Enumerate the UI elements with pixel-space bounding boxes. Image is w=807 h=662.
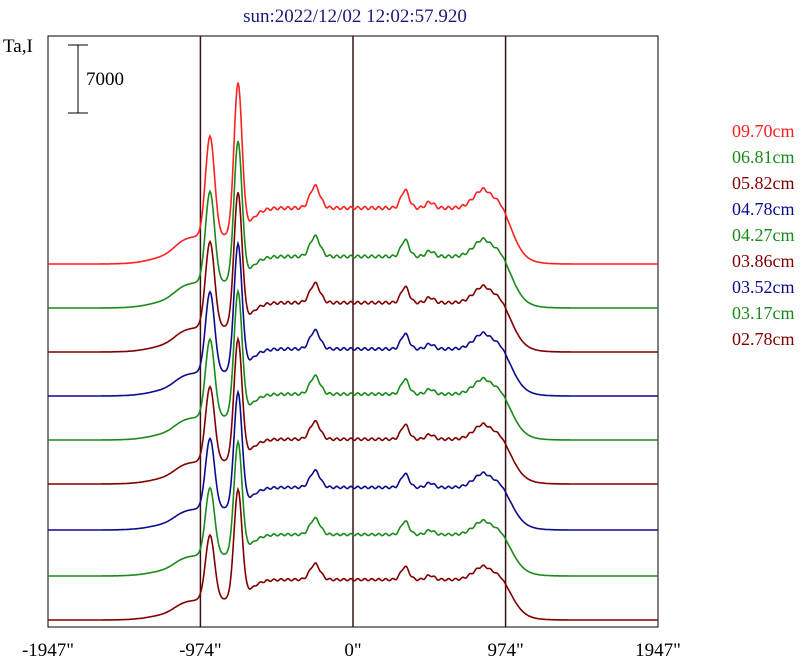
series-line [48, 192, 658, 353]
series-line [48, 486, 658, 621]
series-line [48, 82, 658, 265]
x-tick-label: -1947" [22, 640, 74, 661]
legend-item: 03.17cm [732, 303, 795, 323]
x-tick-labels: -1947" -974" 0" 974" 1947" [22, 640, 681, 661]
x-tick-label: 1947" [635, 640, 681, 661]
series-line [48, 438, 658, 577]
x-tick-label: 974" [487, 640, 523, 661]
legend-item: 04.27cm [732, 225, 795, 245]
y-axis-label: Ta,I [3, 36, 33, 57]
scale-bar-label: 7000 [86, 69, 124, 90]
chart-title: sun:2022/12/02 12:02:57.920 [243, 6, 467, 27]
scale-bar [68, 44, 88, 114]
series-line [48, 389, 658, 531]
series-line [48, 140, 658, 309]
legend-item: 09.70cm [732, 121, 795, 141]
legend-item: 04.78cm [732, 199, 795, 219]
legend-item: 06.81cm [732, 147, 795, 167]
x-tick-label: 0" [344, 640, 361, 661]
series-line [48, 240, 658, 397]
series-line [48, 288, 658, 441]
legend-item: 03.86cm [732, 251, 795, 271]
x-tick-label: -974" [179, 640, 222, 661]
legend-item: 02.78cm [732, 329, 795, 349]
series-line [48, 335, 658, 485]
legend-item: 05.82cm [732, 173, 795, 193]
legend: 09.70cm 06.81cm 05.82cm 04.78cm 04.27cm 03.86… [732, 118, 807, 352]
legend-item: 03.52cm [732, 277, 795, 297]
series-group [48, 82, 658, 621]
reference-lines [199, 36, 507, 627]
